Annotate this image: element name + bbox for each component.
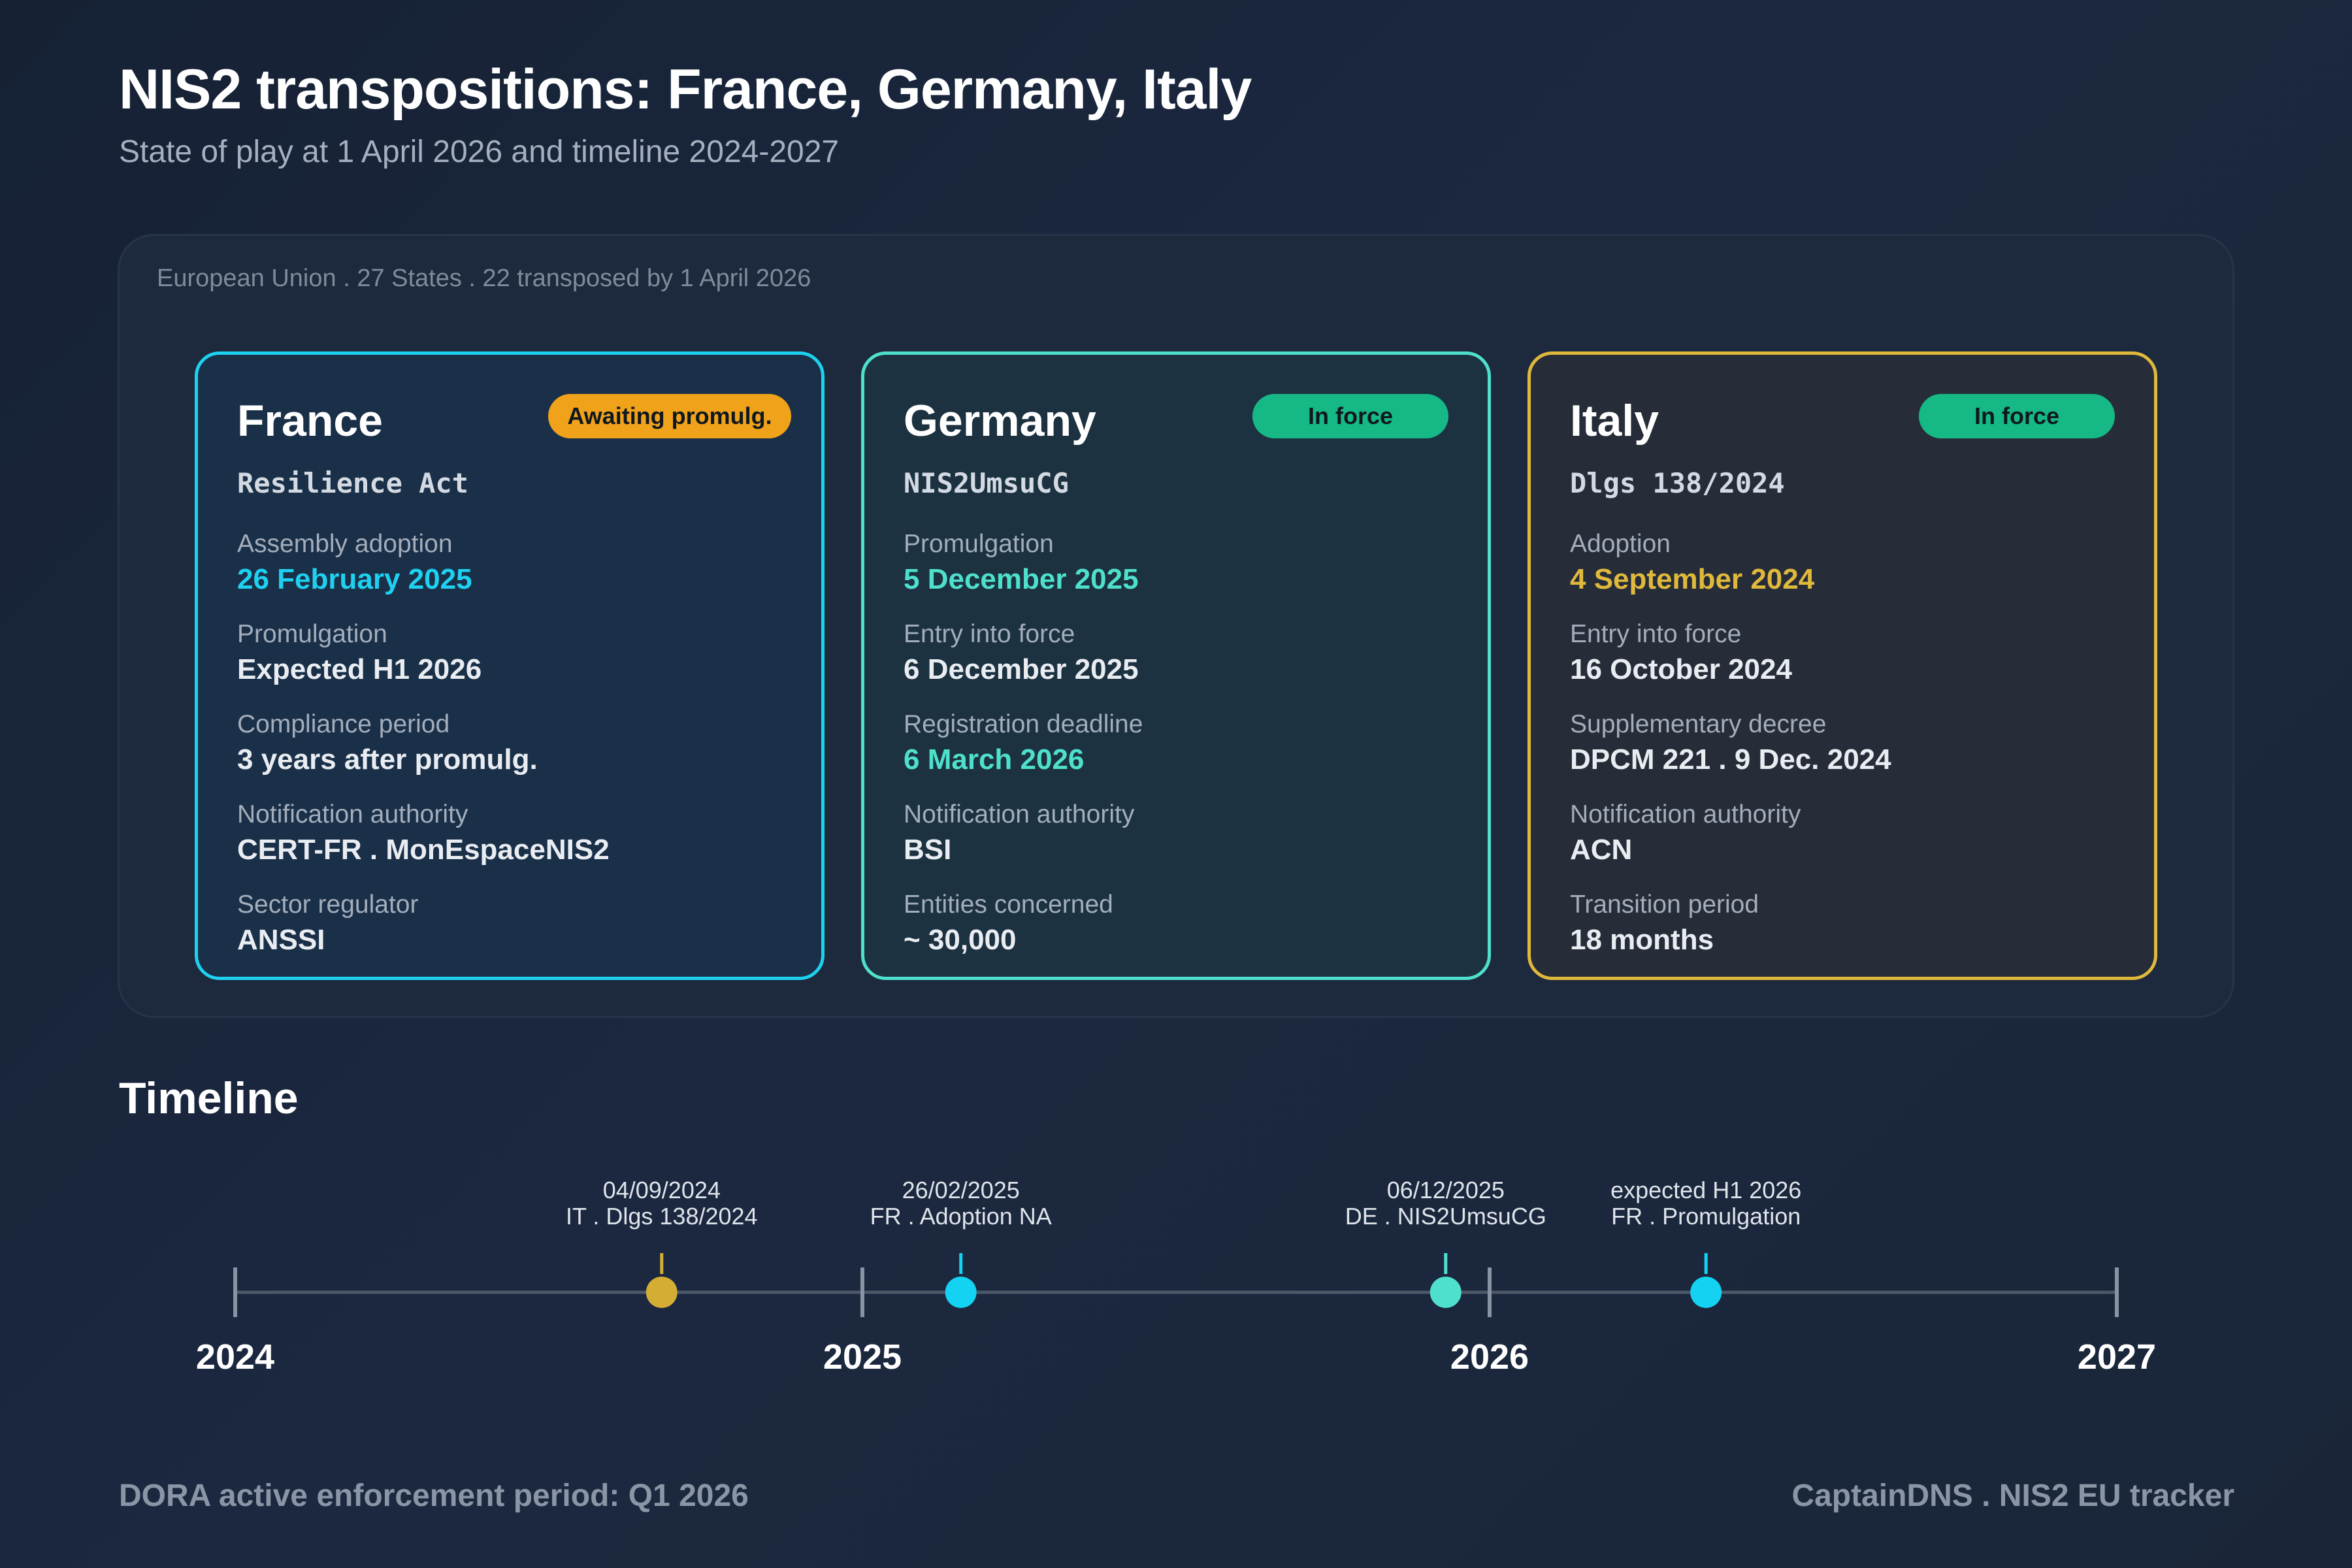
card-field: Promulgation 5 December 2025 xyxy=(904,529,1465,598)
page-title: NIS2 transpositions: France, Germany, It… xyxy=(119,58,1252,121)
page-subtitle: State of play at 1 April 2026 and timeli… xyxy=(119,135,840,169)
card-field: Promulgation Expected H1 2026 xyxy=(237,619,799,688)
footer-note: DORA active enforcement period: Q1 2026 xyxy=(119,1478,749,1513)
card-law-name: Resilience Act xyxy=(237,467,469,499)
field-label: Promulgation xyxy=(904,530,1054,558)
field-label: Sector regulator xyxy=(237,890,419,919)
year-label: 2027 xyxy=(2077,1337,2157,1377)
card-france: France Awaiting promulg. Resilience Act … xyxy=(195,351,825,980)
field-value: Expected H1 2026 xyxy=(237,653,482,685)
event-label: 04/09/2024 IT . Dlgs 138/2024 xyxy=(466,1177,858,1230)
card-field: Entry into force 6 December 2025 xyxy=(904,619,1465,688)
event-text: FR . Adoption NA xyxy=(870,1203,1052,1230)
event-label: expected H1 2026 FR . Promulgation xyxy=(1510,1177,1902,1230)
field-label: Registration deadline xyxy=(904,710,1143,738)
card-italy: Italy In force Dlgs 138/2024 Adoption 4 S… xyxy=(1527,351,2157,980)
card-field: Assembly adoption 26 February 2025 xyxy=(237,529,799,598)
card-field: Notification authority ACN xyxy=(1570,799,2132,868)
card-field: Entities concerned ~ 30,000 xyxy=(904,889,1465,958)
field-value: 18 months xyxy=(1570,924,1714,956)
field-label: Entry into force xyxy=(904,620,1075,648)
event-date: expected H1 2026 xyxy=(1610,1177,1802,1203)
card-field: Notification authority BSI xyxy=(904,799,1465,868)
field-value: 6 March 2026 xyxy=(904,743,1085,776)
event-label: 26/02/2025 FR . Adoption NA xyxy=(765,1177,1157,1230)
field-value: 3 years after promulg. xyxy=(237,743,538,776)
card-country-name: Germany xyxy=(904,396,1096,446)
event-text: IT . Dlgs 138/2024 xyxy=(566,1203,758,1230)
field-label: Transition period xyxy=(1570,890,1759,919)
field-value: 4 September 2024 xyxy=(1570,563,1815,595)
event-text: FR . Promulgation xyxy=(1611,1203,1801,1230)
event-date: 26/02/2025 xyxy=(902,1177,1020,1203)
event-marker xyxy=(1429,1277,1462,1308)
field-label: Notification authority xyxy=(1570,800,1801,828)
field-value: CERT-FR . MonEspaceNIS2 xyxy=(237,834,610,866)
status-badge: In force xyxy=(1252,394,1448,438)
card-law-name: NIS2UmsuCG xyxy=(904,467,1069,499)
field-value: BSI xyxy=(904,834,952,866)
field-value: ~ 30,000 xyxy=(904,924,1017,956)
card-field: Entry into force 16 October 2024 xyxy=(1570,619,2132,688)
field-value: 16 October 2024 xyxy=(1570,653,1792,685)
card-field: Sector regulator ANSSI xyxy=(237,889,799,958)
status-badge: In force xyxy=(1919,394,2115,438)
field-value: ANSSI xyxy=(237,924,325,956)
field-label: Notification authority xyxy=(237,800,468,828)
field-label: Supplementary decree xyxy=(1570,710,1827,738)
year-label: 2024 xyxy=(195,1337,275,1377)
event-marker xyxy=(1690,1277,1722,1308)
field-label: Assembly adoption xyxy=(237,530,453,558)
field-value: ACN xyxy=(1570,834,1633,866)
field-value: DPCM 221 . 9 Dec. 2024 xyxy=(1570,743,1891,776)
field-label: Entities concerned xyxy=(904,890,1113,919)
card-country-name: Italy xyxy=(1570,396,1659,446)
card-country-name: France xyxy=(237,396,383,446)
card-germany: Germany In force NIS2UmsuCG Promulgation… xyxy=(861,351,1491,980)
field-value: 5 December 2025 xyxy=(904,563,1139,595)
card-field: Adoption 4 September 2024 xyxy=(1570,529,2132,598)
event-date: 04/09/2024 xyxy=(602,1177,721,1203)
field-value: 26 February 2025 xyxy=(237,563,472,595)
event-text: DE . NIS2UmsuCG xyxy=(1345,1203,1546,1230)
card-field: Supplementary decree DPCM 221 . 9 Dec. 20… xyxy=(1570,709,2132,778)
year-label: 2025 xyxy=(823,1337,902,1377)
field-label: Adoption xyxy=(1570,530,1671,558)
event-label: 06/12/2025 DE . NIS2UmsuCG xyxy=(1250,1177,1642,1230)
event-marker xyxy=(645,1277,678,1308)
field-label: Compliance period xyxy=(237,710,450,738)
panel-caption: European Union . 27 States . 22 transpos… xyxy=(157,265,811,292)
timeline-title: Timeline xyxy=(119,1073,299,1123)
card-field: Compliance period 3 years after promulg. xyxy=(237,709,799,778)
card-field: Notification authority CERT-FR . MonEspac… xyxy=(237,799,799,868)
footer-credit: CaptainDNS . NIS2 EU tracker xyxy=(1791,1478,2234,1513)
event-marker xyxy=(945,1277,977,1308)
card-field: Transition period 18 months xyxy=(1570,889,2132,958)
field-value: 6 December 2025 xyxy=(904,653,1139,685)
status-badge: Awaiting promulg. xyxy=(548,394,791,438)
field-label: Promulgation xyxy=(237,620,387,648)
card-field: Registration deadline 6 March 2026 xyxy=(904,709,1465,778)
field-label: Notification authority xyxy=(904,800,1135,828)
field-label: Entry into force xyxy=(1570,620,1742,648)
year-label: 2026 xyxy=(1450,1337,1529,1377)
event-date: 06/12/2025 xyxy=(1386,1177,1505,1203)
card-law-name: Dlgs 138/2024 xyxy=(1570,467,1785,499)
